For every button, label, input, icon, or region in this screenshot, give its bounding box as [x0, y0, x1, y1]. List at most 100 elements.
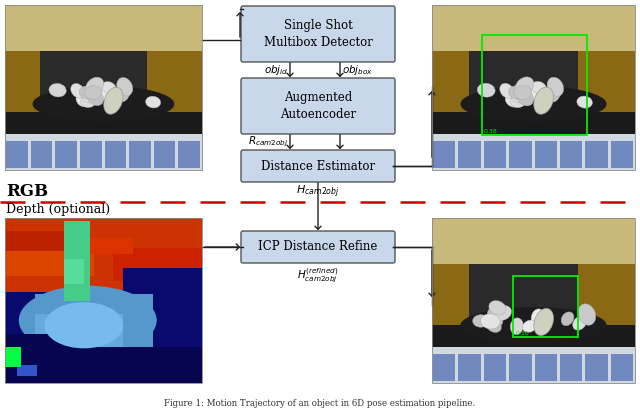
Ellipse shape [510, 96, 525, 108]
Bar [64, 259, 84, 284]
Bar [5, 5, 202, 51]
Bar [433, 141, 456, 168]
Ellipse shape [578, 304, 596, 325]
Ellipse shape [49, 83, 67, 97]
Bar [560, 354, 582, 381]
Bar [5, 21, 202, 46]
Ellipse shape [145, 96, 161, 108]
Text: $obj_{box}$: $obj_{box}$ [342, 63, 373, 77]
Bar [64, 238, 133, 254]
Bar [484, 141, 506, 168]
Bar [55, 141, 77, 168]
Ellipse shape [577, 96, 593, 108]
Bar [468, 259, 578, 325]
FancyBboxPatch shape [241, 78, 395, 134]
Bar [5, 347, 202, 383]
Ellipse shape [93, 84, 113, 100]
Bar [432, 46, 468, 112]
Ellipse shape [500, 83, 515, 98]
Bar [35, 294, 153, 347]
Ellipse shape [460, 307, 607, 343]
Ellipse shape [515, 77, 534, 95]
Ellipse shape [460, 86, 607, 122]
Bar [154, 141, 175, 168]
Ellipse shape [522, 320, 537, 332]
Text: Figure 1: Motion Trajectory of an object in 6D pose estimation pipeline.: Figure 1: Motion Trajectory of an object… [164, 399, 476, 408]
Text: ICP Distance Refine: ICP Distance Refine [259, 240, 378, 254]
Ellipse shape [115, 83, 130, 102]
Bar [5, 231, 64, 251]
Text: Depth (optional): Depth (optional) [6, 204, 110, 216]
Ellipse shape [511, 90, 528, 103]
Bar [585, 141, 607, 168]
Bar [432, 112, 635, 170]
Ellipse shape [44, 302, 124, 348]
Ellipse shape [483, 314, 502, 329]
Text: $H^{(refined)}_{cam2obj}$: $H^{(refined)}_{cam2obj}$ [298, 267, 339, 285]
Text: Single Shot
Multibox Detector: Single Shot Multibox Detector [264, 19, 372, 49]
Ellipse shape [545, 83, 561, 102]
Ellipse shape [534, 309, 554, 335]
Bar [534, 354, 557, 381]
Bar [64, 221, 90, 301]
Bar [432, 218, 635, 383]
Bar [484, 354, 506, 381]
Ellipse shape [487, 305, 502, 320]
Bar [432, 259, 468, 325]
Bar [6, 141, 28, 168]
Bar [578, 46, 635, 112]
Bar [40, 46, 147, 112]
Text: $H_{cam2obj}$: $H_{cam2obj}$ [296, 184, 340, 200]
Ellipse shape [508, 86, 525, 100]
Ellipse shape [510, 318, 524, 335]
Bar [468, 46, 578, 112]
Bar [482, 35, 587, 135]
Ellipse shape [514, 85, 532, 100]
Bar [611, 354, 633, 381]
Bar [432, 5, 635, 51]
Text: $obj_{id}$: $obj_{id}$ [264, 63, 288, 77]
Bar [5, 112, 202, 170]
Bar [5, 218, 202, 383]
Bar [509, 141, 531, 168]
Bar [5, 5, 202, 170]
Ellipse shape [79, 86, 96, 99]
Text: Distance Estimator: Distance Estimator [261, 159, 375, 173]
Bar [123, 268, 202, 301]
Ellipse shape [86, 77, 104, 95]
Bar [432, 325, 635, 383]
Bar [432, 218, 635, 264]
Ellipse shape [86, 89, 104, 106]
Bar [458, 354, 481, 381]
Ellipse shape [531, 309, 546, 328]
Ellipse shape [81, 90, 98, 103]
Ellipse shape [104, 87, 123, 114]
Text: 0.38: 0.38 [484, 129, 498, 134]
Text: 0.30: 0.30 [515, 331, 529, 336]
Bar [5, 334, 93, 383]
Ellipse shape [505, 94, 519, 107]
Ellipse shape [84, 86, 102, 99]
Text: $R_{cam2obj}$: $R_{cam2obj}$ [248, 135, 288, 149]
Bar [5, 218, 202, 383]
Ellipse shape [71, 83, 85, 98]
FancyBboxPatch shape [241, 231, 395, 263]
Ellipse shape [81, 96, 95, 107]
Ellipse shape [33, 86, 175, 122]
Ellipse shape [573, 316, 586, 330]
Bar [147, 46, 202, 112]
Ellipse shape [531, 81, 547, 94]
Ellipse shape [473, 315, 489, 327]
Ellipse shape [477, 83, 495, 97]
Bar [432, 5, 635, 170]
Ellipse shape [493, 306, 511, 320]
Text: RGB: RGB [6, 183, 48, 200]
Ellipse shape [561, 312, 574, 326]
Bar [585, 354, 607, 381]
Ellipse shape [490, 304, 501, 319]
Bar [534, 141, 557, 168]
Bar [129, 141, 151, 168]
Bar [432, 134, 635, 170]
Bar [104, 141, 126, 168]
Ellipse shape [76, 94, 90, 107]
